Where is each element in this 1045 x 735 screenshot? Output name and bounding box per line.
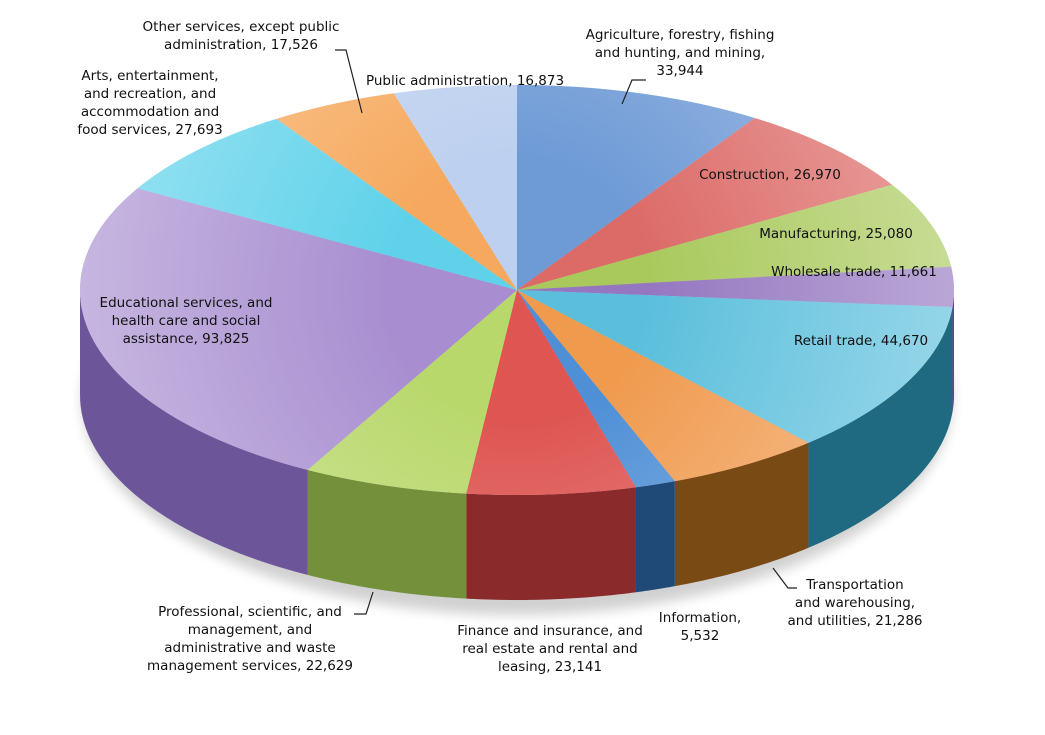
data-label-arts: Arts, entertainment, and recreation, and… bbox=[77, 68, 223, 138]
pie-slice-highlight-retail-trade bbox=[517, 290, 953, 443]
data-label-finance: Finance and insurance, and real estate a… bbox=[457, 623, 643, 675]
pie-side-educational-services bbox=[80, 290, 308, 575]
data-label-manufacturing: Manufacturing, 25,080 bbox=[759, 226, 913, 242]
data-label-other-services: Other services, except public administra… bbox=[142, 19, 340, 53]
leader-line-transportation bbox=[772, 567, 797, 589]
pie-slice-highlight-agriculture-forestry bbox=[517, 85, 755, 290]
pie-slice-highlight-public-administration bbox=[393, 85, 517, 290]
pie-slice-highlight-manufacturing bbox=[517, 184, 952, 290]
pie-side-professional-scientific bbox=[307, 469, 467, 599]
pie-slice-highlight-other-services bbox=[276, 93, 517, 290]
pie-slice-highlight-wholesale-trade bbox=[517, 266, 954, 308]
data-label-information: Information, 5,532 bbox=[658, 610, 742, 644]
data-label-transportation: Transportation and warehousing, and util… bbox=[787, 577, 923, 629]
pie-side-finance-and bbox=[466, 487, 636, 600]
pie-slice-highlight-information bbox=[517, 290, 675, 488]
data-label-construction: Construction, 26,970 bbox=[699, 167, 841, 183]
pie-slice-highlight-transportation-and bbox=[517, 290, 809, 482]
data-label-retail: Retail trade, 44,670 bbox=[793, 333, 929, 349]
data-label-educational: Educational services, and health care an… bbox=[99, 295, 273, 347]
data-label-public-administration: Public administration, 16,873 bbox=[365, 73, 565, 89]
pie-slice-highlight-finance-and bbox=[466, 290, 636, 495]
pie-side-information bbox=[635, 481, 675, 593]
data-label-agriculture: Agriculture, forestry, fishing and hunti… bbox=[585, 27, 775, 79]
pie-slice-highlight-educational-services bbox=[80, 188, 517, 470]
data-label-wholesale: Wholesale trade, 11,661 bbox=[771, 264, 937, 280]
data-label-professional: Professional, scientific, and management… bbox=[147, 604, 353, 674]
leader-line-professional bbox=[354, 591, 374, 615]
pie-slice-highlight-construction bbox=[517, 117, 893, 290]
leader-line-other-services bbox=[335, 49, 363, 114]
leader-line-agriculture bbox=[621, 79, 646, 105]
pie-side-retail-trade bbox=[808, 307, 953, 548]
pie-slice-highlight-professional-scientific bbox=[307, 290, 517, 494]
pie-side-transportation-and bbox=[674, 442, 809, 587]
pie-slice-highlight-arts-entertainment bbox=[137, 118, 517, 291]
pie-side-wholesale-trade bbox=[952, 290, 954, 413]
